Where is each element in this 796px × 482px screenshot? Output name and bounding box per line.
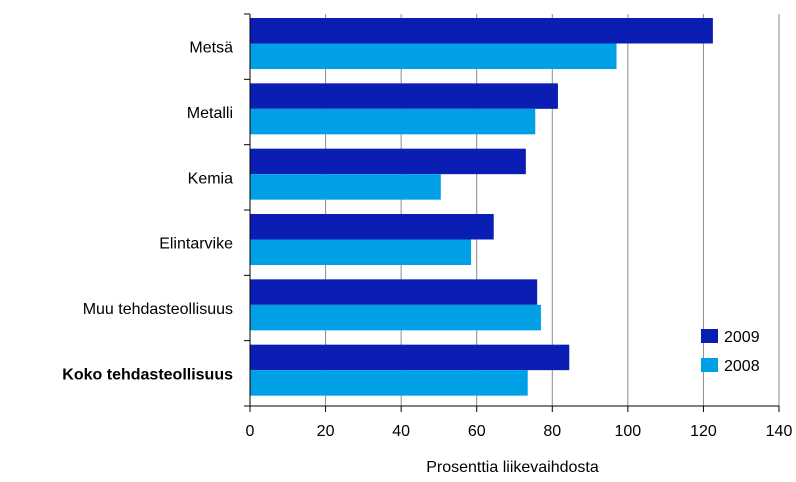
category-label: Muu tehdasteollisuus xyxy=(83,301,233,318)
legend-swatch-2009 xyxy=(701,329,718,343)
category-label: Kemia xyxy=(188,170,233,187)
bar-2008-1 xyxy=(250,108,536,135)
bar-2009-4 xyxy=(250,279,538,305)
x-tick-label: 120 xyxy=(690,423,717,440)
bar-2008-3 xyxy=(250,239,472,265)
legend-label: 2009 xyxy=(724,329,760,346)
grid-layer xyxy=(325,14,780,406)
bar-2008-5 xyxy=(250,370,528,396)
bars-layer xyxy=(250,18,713,396)
x-tick-label: 60 xyxy=(468,423,486,440)
x-tick-label: 0 xyxy=(246,423,255,440)
legend-swatch-2008 xyxy=(701,358,718,372)
bar-2009-0 xyxy=(250,18,713,44)
legend: 2009 2008 xyxy=(701,329,760,375)
bar-2009-5 xyxy=(250,344,570,371)
x-tick-label: 80 xyxy=(543,423,561,440)
x-axis-title: Prosenttia liikevaihdosta xyxy=(426,459,599,476)
x-tick-label: 100 xyxy=(615,423,642,440)
x-tick-label: 40 xyxy=(392,423,410,440)
bar-2008-4 xyxy=(250,304,541,331)
bar-2008-2 xyxy=(250,174,441,200)
bar-2009-3 xyxy=(250,214,494,240)
category-label: Elintarvike xyxy=(159,236,233,253)
category-label: Metsä xyxy=(189,40,233,57)
legend-label: 2008 xyxy=(724,358,760,375)
category-label: Metalli xyxy=(187,105,233,122)
x-tick-label: 20 xyxy=(317,423,335,440)
category-label: Koko tehdasteollisuus xyxy=(62,366,233,383)
x-tick-label: 140 xyxy=(766,423,793,440)
bar-2009-2 xyxy=(250,148,526,175)
axis-layer: Metsä Metalli Kemia Elintarvike Muu tehdaste… xyxy=(62,13,793,476)
bar-2009-1 xyxy=(250,83,558,109)
bar-2008-0 xyxy=(250,43,617,69)
